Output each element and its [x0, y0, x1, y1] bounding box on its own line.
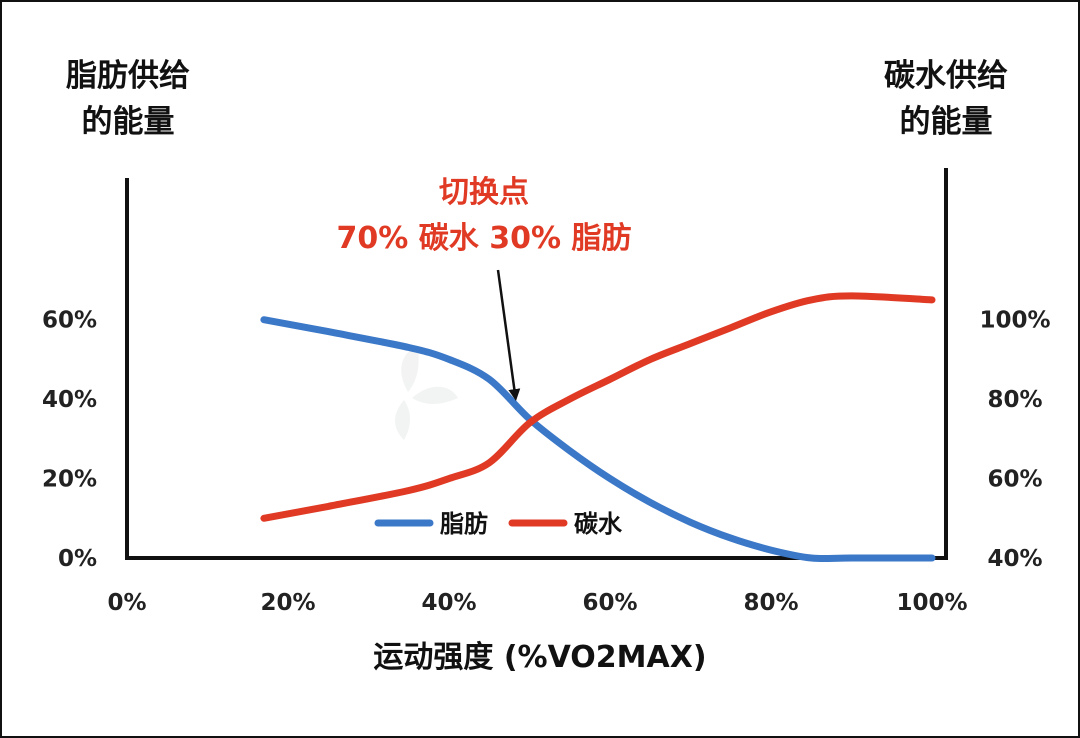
- right-y-tick-label: 100%: [979, 308, 1050, 334]
- left-axis-title-line-1: 脂肪供给: [66, 58, 190, 94]
- right-y-tick-label: 80%: [987, 387, 1042, 413]
- right-axis-title-line-2: 的能量: [900, 104, 993, 140]
- right-axis-title-line-1: 碳水供给: [884, 58, 1008, 94]
- series-lines: [260, 292, 936, 563]
- x-tick-label: 100%: [896, 590, 967, 616]
- legend-label-fat: 脂肪: [440, 510, 488, 538]
- annotation-arrow: [496, 269, 521, 402]
- left-y-tick-label: 0%: [58, 546, 97, 572]
- x-tick-label: 80%: [743, 590, 798, 616]
- left-y-tick-label: 60%: [42, 308, 97, 334]
- x-axis-title: 运动强度 (%VO2MAX): [373, 640, 706, 675]
- legend-label-carb: 碳水: [574, 510, 623, 538]
- annotation-line-2: 70% 碳水 30% 脂肪: [337, 221, 632, 256]
- watermark: [395, 346, 458, 440]
- x-tick-label: 60%: [582, 590, 637, 616]
- annotation-line-1: 切换点: [439, 175, 529, 210]
- right-y-tick-label: 40%: [987, 546, 1042, 572]
- right-y-tick-label: 60%: [987, 467, 1042, 493]
- fat-series-line: [260, 316, 936, 563]
- left-axis-title-line-2: 的能量: [82, 104, 175, 140]
- x-tick-label: 0%: [107, 590, 146, 616]
- legend: 脂肪 碳水: [374, 510, 623, 538]
- x-tick-label: 40%: [421, 590, 476, 616]
- carb-series-line: [260, 292, 936, 522]
- x-tick-label: 20%: [260, 590, 315, 616]
- left-y-tick-label: 20%: [42, 467, 97, 493]
- left-y-tick-label: 40%: [42, 387, 97, 413]
- tick-labels: 0% 20% 40% 60% 80% 100% 0% 20% 40% 60% 40% 60% 80% 10…: [42, 308, 1051, 616]
